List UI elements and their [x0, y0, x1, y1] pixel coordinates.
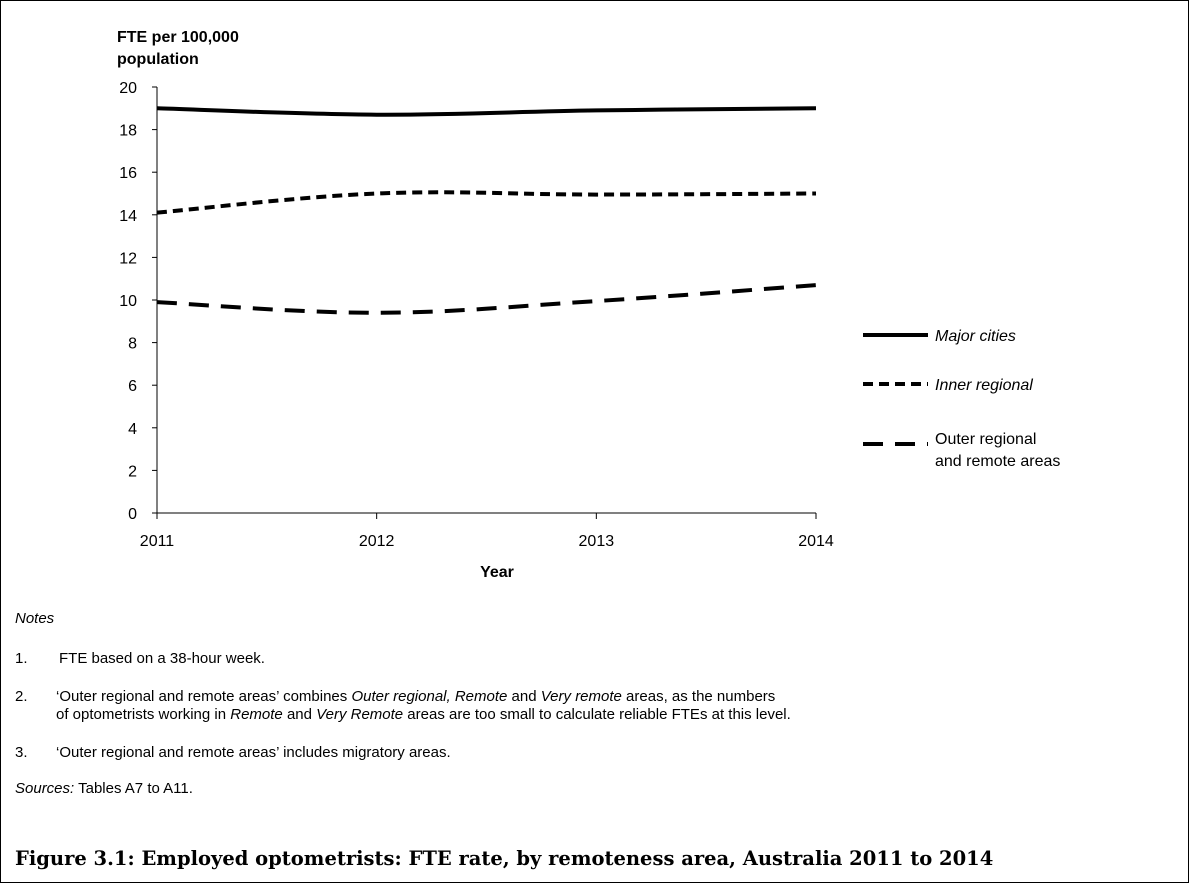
note-text-segment: Very remote [540, 688, 622, 705]
note-text-segment: ‘Outer regional and remote areas’ combin… [56, 688, 352, 705]
y-tick-label: 16 [119, 165, 137, 182]
y-tick-label: 12 [119, 250, 137, 267]
note-text: ‘Outer regional and remote areas’ combin… [56, 688, 791, 723]
series-line [156, 190, 817, 215]
series-line [156, 106, 817, 117]
note-text: ‘Outer regional and remote areas’ includ… [56, 744, 451, 761]
note-number: 3. [15, 744, 28, 761]
x-tick-label: 2011 [140, 533, 175, 550]
y-tick-label: 18 [119, 123, 137, 140]
note-3: 3. ‘Outer regional and remote areas’ inc… [15, 744, 1165, 762]
sources-label: Sources: [15, 780, 75, 797]
sources-line: Sources: Tables A7 to A11. [15, 780, 1165, 798]
note-text-segment: Remote [230, 706, 283, 723]
note-text-segment: areas, as the numbers [621, 688, 776, 705]
note-text-segment: and [282, 706, 317, 723]
y-tick-label: 6 [128, 378, 137, 395]
note-text-segment: of optometrists working in [56, 706, 231, 723]
y-axis-label: FTE per 100,000 [117, 29, 239, 46]
x-tick-label: 2013 [579, 533, 615, 550]
note-text-segment: areas are too small to calculate reliabl… [403, 706, 791, 723]
notes-heading: Notes [15, 610, 55, 627]
note-text-segment: Outer regional, Remote [351, 688, 508, 705]
legend-label: and remote areas [935, 453, 1060, 470]
series-line [156, 283, 817, 315]
note-text-segment: and [507, 688, 541, 705]
note-1: 1. FTE based on a 38-hour week. [15, 650, 1165, 668]
y-axis-label: population [117, 51, 199, 68]
y-tick-label: 4 [128, 421, 137, 438]
y-tick-label: 14 [119, 208, 137, 225]
y-tick-label: 8 [128, 336, 137, 353]
note-2: 2. ‘Outer regional and remote areas’ com… [15, 688, 1165, 724]
y-tick-label: 10 [119, 293, 137, 310]
legend-label: Major cities [935, 328, 1016, 345]
note-text: FTE based on a 38-hour week. [59, 650, 265, 667]
legend-label: Inner regional [935, 377, 1033, 394]
note-number: 2. [15, 688, 28, 705]
y-tick-label: 0 [128, 506, 137, 523]
notes-section: Notes 1. FTE based on a 38-hour week. 2.… [15, 610, 1165, 798]
y-tick-label: 2 [128, 463, 137, 480]
note-text-segment: Very Remote [316, 706, 404, 723]
x-axis-label: Year [480, 564, 514, 581]
x-tick-label: 2012 [359, 533, 395, 550]
x-tick-label: 2014 [798, 533, 834, 550]
legend-label: Outer regional [935, 431, 1036, 448]
note-number: 1. [15, 650, 28, 667]
figure-caption: Figure 3.1: Employed optometrists: FTE r… [15, 847, 994, 870]
sources-text: Tables A7 to A11. [74, 780, 193, 797]
y-tick-label: 20 [119, 80, 137, 97]
line-chart: FTE per 100,000 population 0 2 4 6 8 10 12 14 16 18… [117, 29, 1060, 581]
